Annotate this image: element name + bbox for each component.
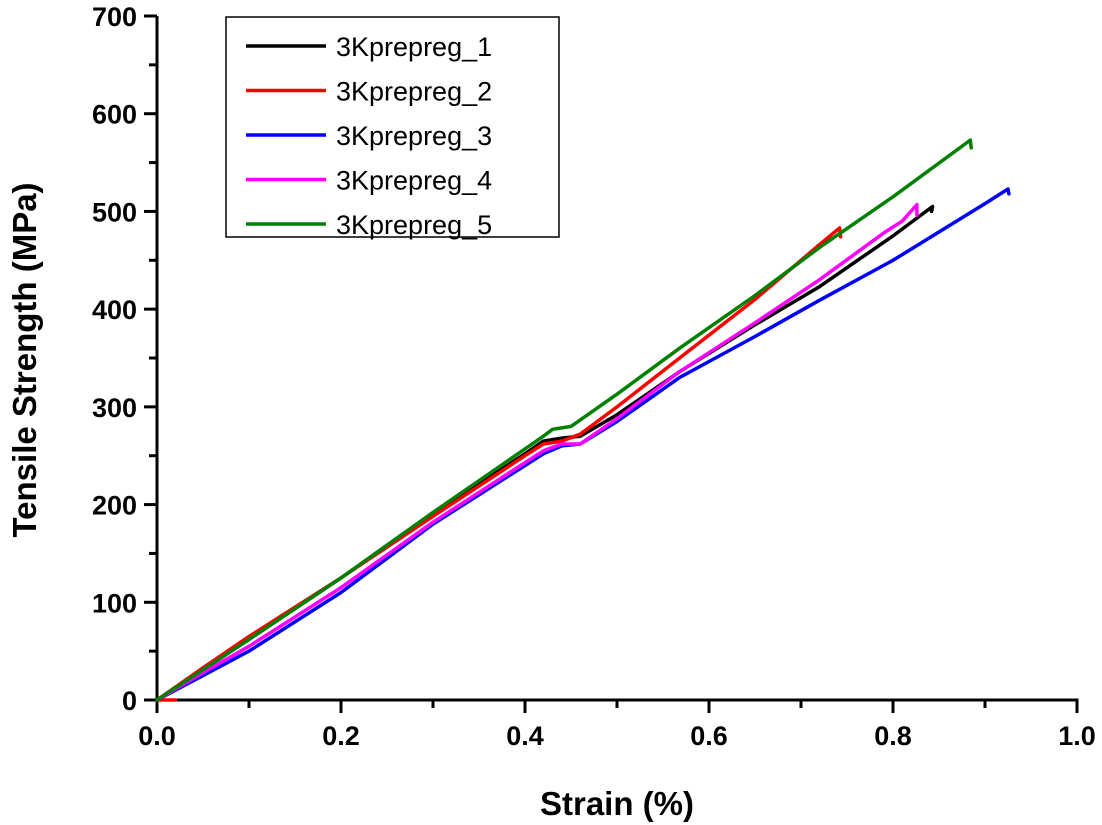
y-tick-label: 400 [92, 295, 137, 325]
legend-label-4: 3Kprepreg_4 [336, 166, 492, 196]
x-tick-label: 1.0 [1058, 721, 1096, 751]
x-tick-label: 0.6 [690, 721, 728, 751]
legend: 3Kprepreg_1 3Kprepreg_2 3Kprepreg_3 3Kprepr… [225, 16, 560, 240]
x-tick-label: 0.0 [138, 721, 176, 751]
x-tick-label: 0.8 [874, 721, 912, 751]
y-tick-label: 100 [92, 588, 137, 618]
legend-label-1: 3Kprepreg_1 [336, 32, 492, 62]
y-tick-label: 500 [92, 197, 137, 227]
y-tick-label: 300 [92, 393, 137, 423]
series-group [155, 138, 1011, 702]
legend-label-3: 3Kprepreg_3 [336, 121, 492, 151]
series-line-4 [155, 202, 919, 702]
y-tick-label: 700 [92, 2, 137, 32]
x-tick-label: 0.2 [322, 721, 360, 751]
y-tick-label: 200 [92, 491, 137, 521]
x-axis-title: Strain (%) [540, 785, 694, 822]
series-line-2 [155, 226, 843, 702]
legend-box [225, 16, 560, 238]
x-tick-label: 0.4 [506, 721, 544, 751]
legend-label-2: 3Kprepreg_2 [336, 77, 492, 107]
axes: 0 100 200 300 400 500 600 700 0.0 0.2 0.4 0.6 0.8 1.0 [92, 2, 1096, 751]
y-tick-label: 600 [92, 100, 137, 130]
y-axis-title: Tensile Strength (MPa) [6, 182, 43, 537]
y-tick-label: 0 [122, 686, 137, 716]
series-line-5 [155, 138, 973, 702]
legend-label-5: 3Kprepreg_5 [336, 210, 492, 240]
